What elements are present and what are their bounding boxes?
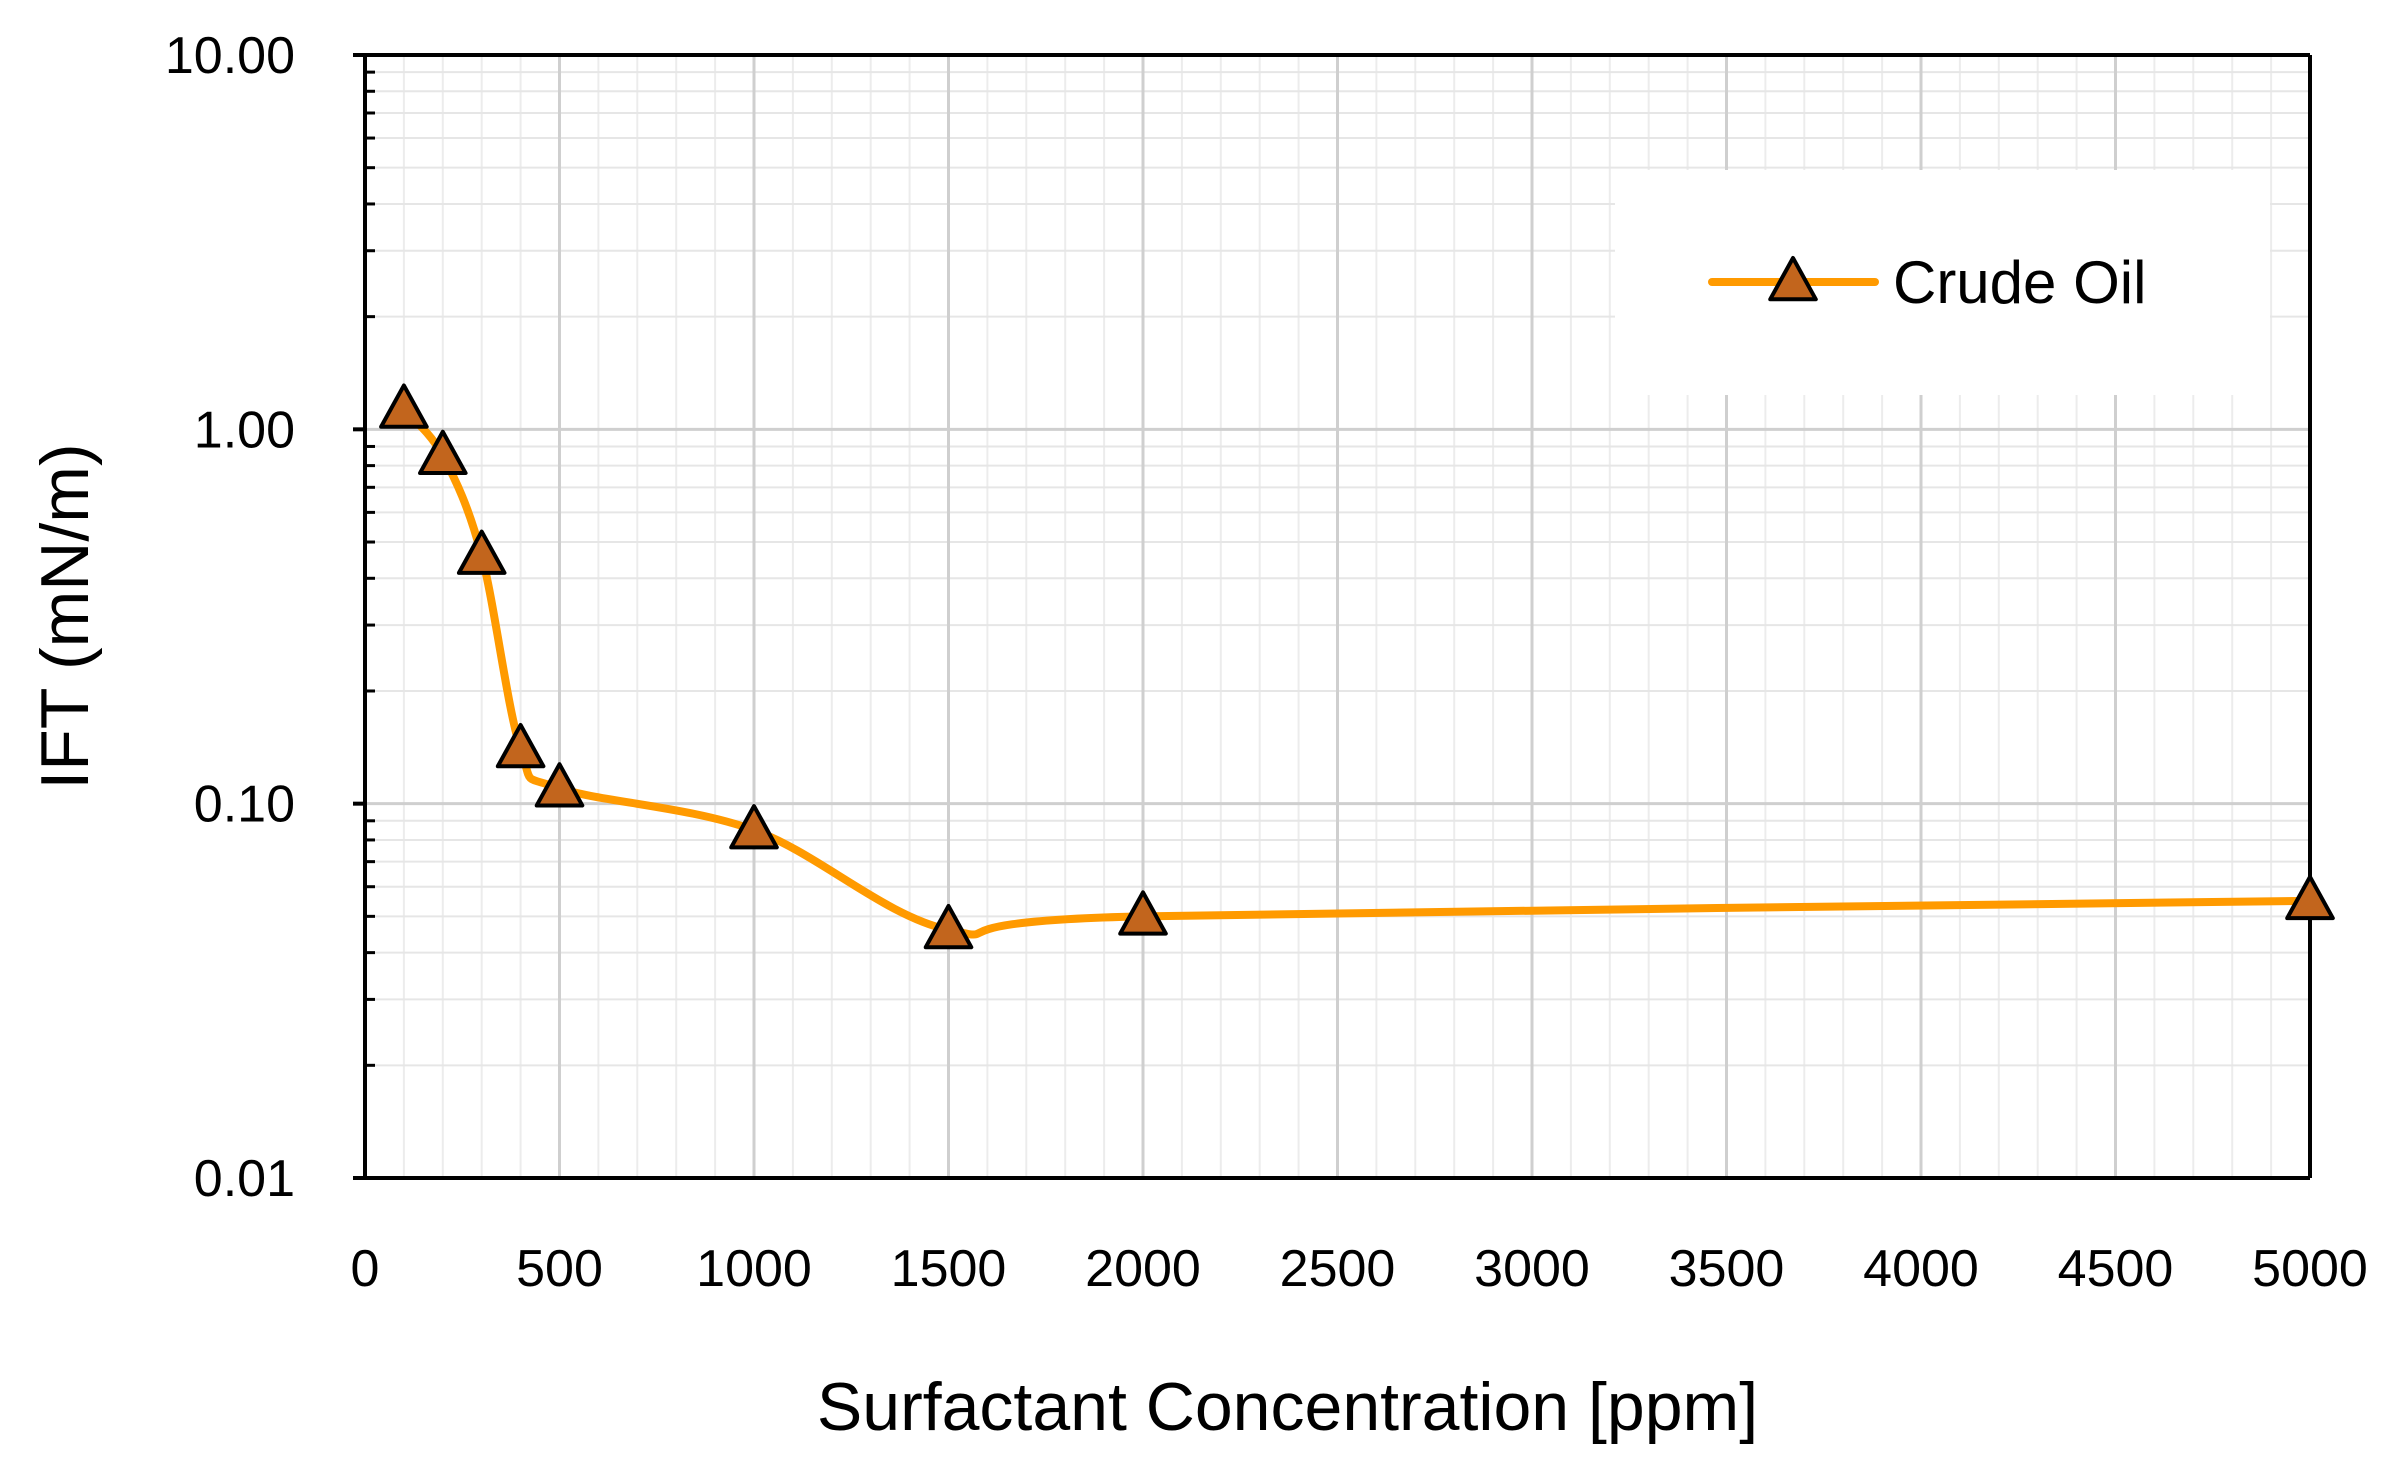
x-tick-label: 5000 [2252,1240,2368,1298]
major-grid [365,55,2310,1178]
y-tick-label: 10.00 [165,27,295,85]
data-point-marker [2285,874,2335,921]
data-point-marker [534,762,585,808]
x-tick-label: 2500 [1280,1240,1396,1298]
axes [353,53,2312,1180]
x-tick-label: 3500 [1669,1240,1785,1298]
data-point-marker [418,429,468,476]
x-tick-label: 4000 [1863,1240,1979,1298]
x-tick-label: 3000 [1474,1240,1590,1298]
data-point-marker [729,804,779,850]
data-point-marker [923,903,974,950]
x-tick-label: 2000 [1085,1240,1201,1298]
x-tick-label: 0 [351,1240,380,1298]
data-markers [379,383,2335,950]
x-axis-title: Surfactant Concentration [ppm] [817,1369,1758,1445]
data-point-marker [495,722,546,769]
data-point-marker [1118,890,1168,936]
legend-marker [1768,256,1818,302]
y-tick-label: 0.10 [194,776,295,834]
data-point-marker [456,529,507,575]
y-tick-label: 0.01 [194,1150,295,1208]
y-tick-label: 1.00 [194,401,295,459]
x-tick-label: 1500 [891,1240,1007,1298]
y-tick-labels: 0.01 0.10 1.00 10.00 [165,27,295,1208]
x-tick-label: 4500 [2058,1240,2174,1298]
x-tick-labels: 0 500 1000 1500 2000 2500 3000 3500 4000 4500 5000 [351,1240,2368,1298]
x-tick-label: 500 [516,1240,603,1298]
x-tick-label: 1000 [696,1240,812,1298]
y-axis-title: IFT (mN/m) [27,443,103,789]
data-point-marker [379,383,429,429]
legend-label: Crude Oil [1893,249,2146,316]
legend: Crude Oil [1708,249,2146,316]
